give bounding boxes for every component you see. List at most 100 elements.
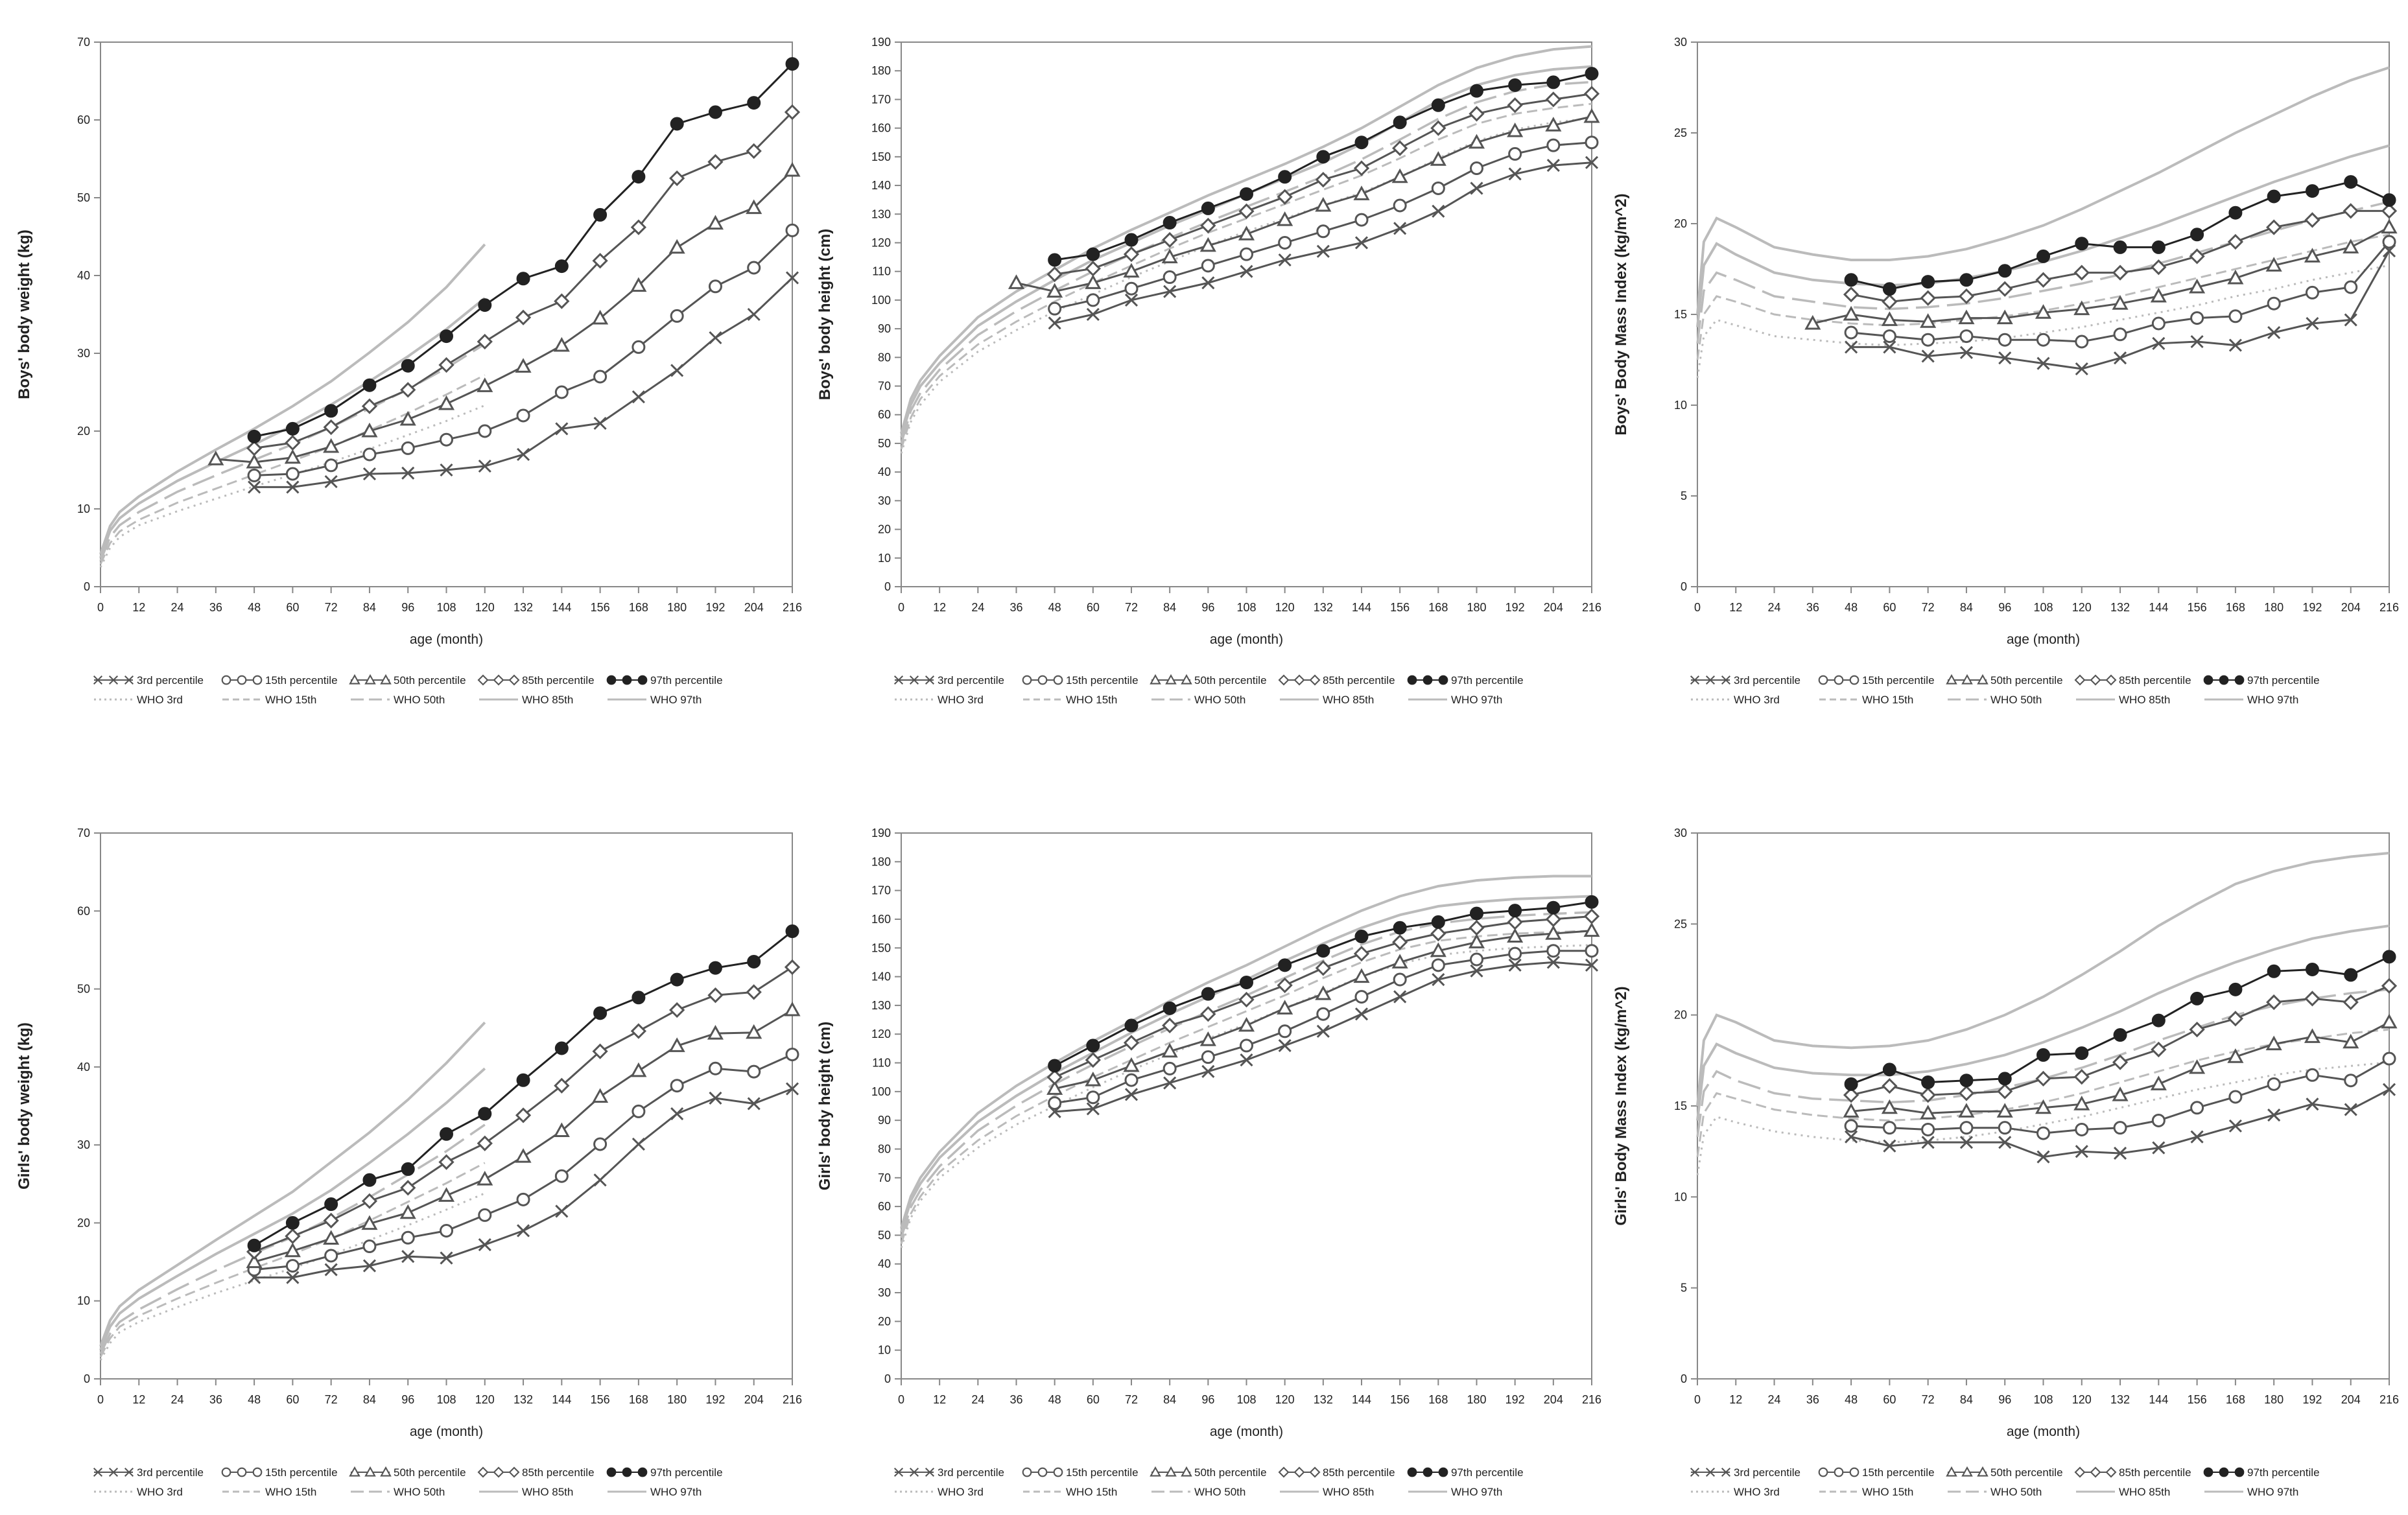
x-tick-label: 192 (705, 1393, 725, 1406)
x-tick-label: 48 (248, 1393, 261, 1406)
data-point (785, 271, 799, 285)
legend-marker (508, 1466, 520, 1478)
data-point (1920, 313, 1937, 328)
legend-marker-shape (124, 675, 134, 685)
who-line-3 (1696, 988, 2390, 1137)
y-axis-label: Girls' Body Mass Index (kg/m^2) (1612, 986, 1630, 1225)
legend-marker-shape (606, 675, 617, 685)
x-axis-label: age (month) (1210, 1424, 1283, 1439)
legend-label: 15th percentile (1066, 674, 1139, 687)
x-tick-label: 204 (744, 601, 764, 614)
data-point (1315, 196, 1332, 212)
legend-marker (909, 1467, 919, 1477)
data-point (1959, 1121, 1974, 1135)
legend-marker-shape (1690, 1467, 1700, 1477)
data-point (592, 1088, 609, 1103)
data-point (1354, 236, 1369, 250)
data-point (1997, 1083, 2013, 1099)
x-tick-label: 204 (744, 1393, 764, 1406)
x-tick-label: 72 (1922, 1393, 1935, 1406)
data-point (2343, 239, 2359, 253)
x-tick-label: 12 (1729, 601, 1742, 614)
data-point (1162, 1017, 1178, 1034)
data-point (1315, 985, 1332, 1000)
data-point (707, 154, 724, 170)
data-point (1201, 1064, 1215, 1078)
data-point (440, 329, 453, 344)
legend-marker (2090, 674, 2101, 686)
data-point (1086, 293, 1100, 307)
data-point (670, 972, 684, 987)
data-point (440, 1223, 453, 1238)
data-point (1277, 977, 1293, 993)
data-point (2189, 1059, 2206, 1074)
x-tick-label: 12 (132, 1393, 145, 1406)
data-point (477, 1135, 493, 1151)
data-point (478, 424, 492, 438)
data-point (2073, 1096, 2090, 1110)
legend-marker (606, 675, 617, 685)
legend-marker-shape (93, 1467, 103, 1477)
data-point (361, 1215, 378, 1230)
data-point (1998, 1136, 2012, 1149)
legend-label: 50th percentile (1194, 1466, 1267, 1479)
legend-marker (252, 675, 263, 685)
y-tick-label: 40 (878, 465, 891, 478)
data-point (1508, 167, 1522, 181)
legend-marker (2203, 1467, 2213, 1477)
data-point (630, 1023, 647, 1039)
data-point (1124, 293, 1139, 307)
x-tick-label: 156 (1390, 1393, 1410, 1406)
data-point (516, 1073, 530, 1087)
data-point (784, 1001, 801, 1016)
legend-label: WHO 15th (265, 1486, 316, 1498)
x-tick-label: 24 (971, 1393, 984, 1406)
data-point (2344, 313, 2357, 327)
data-point (747, 307, 761, 322)
legend-marker-shape (1849, 675, 1859, 685)
data-point (2190, 991, 2204, 1005)
data-point (362, 1259, 377, 1273)
data-point (2112, 295, 2129, 310)
data-point (2267, 296, 2281, 311)
legend-marker (2074, 1466, 2086, 1478)
data-point (1316, 150, 1330, 164)
data-point (2036, 1126, 2050, 1140)
legend-label: WHO 85th (522, 1486, 573, 1498)
data-point (401, 466, 415, 480)
data-point (1431, 98, 1445, 112)
data-point (785, 223, 799, 237)
data-point (1881, 1099, 1898, 1114)
data-point (1391, 954, 1408, 969)
data-point (2304, 991, 2320, 1007)
x-tick-label: 0 (97, 601, 104, 614)
legend-marker-shape (1849, 1467, 1859, 1477)
legend-marker (622, 675, 632, 685)
x-tick-label: 36 (209, 601, 222, 614)
x-tick-label: 180 (1467, 601, 1486, 614)
data-point (478, 1208, 492, 1222)
data-point (285, 1216, 300, 1230)
legend-marker-shape (1022, 1467, 1032, 1477)
data-point (324, 458, 338, 473)
data-point (1430, 120, 1446, 136)
x-tick-label: 180 (667, 1393, 687, 1406)
legend-marker-shape (108, 675, 119, 685)
data-point (1508, 147, 1522, 161)
legend-label: 3rd percentile (1734, 1466, 1800, 1479)
data-point (2227, 1011, 2244, 1027)
data-point (2073, 1068, 2090, 1085)
legend-marker (1165, 674, 1177, 685)
data-point (1048, 1059, 1062, 1073)
legend-marker (1977, 674, 1989, 685)
data-point (324, 1263, 338, 1276)
data-point (593, 1137, 608, 1151)
legend-label: WHO 85th (522, 694, 573, 706)
data-point (1958, 288, 1975, 305)
data-point (2113, 351, 2127, 365)
legend-marker (1690, 1467, 1700, 1477)
legend-label: 3rd percentile (137, 674, 204, 687)
y-tick-label: 180 (871, 64, 891, 77)
x-tick-label: 72 (325, 1393, 338, 1406)
data-point (2112, 1086, 2129, 1101)
